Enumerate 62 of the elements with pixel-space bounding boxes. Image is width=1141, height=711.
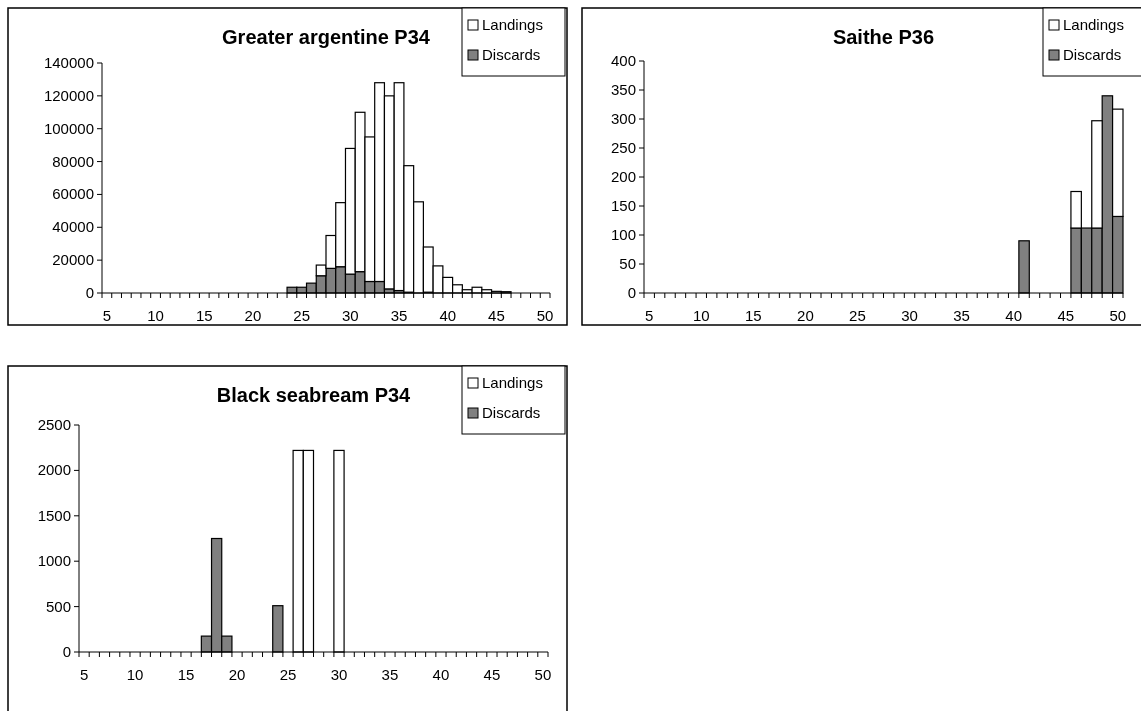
y-tick-label: 2500	[37, 416, 71, 433]
y-tick-label: 200	[610, 168, 636, 185]
y-tick-label: 250	[610, 139, 636, 156]
x-tick-label: 30	[330, 666, 348, 683]
x-tick-label: 15	[177, 666, 195, 683]
y-tick-label: 80000	[52, 152, 94, 170]
x-tick-label: 5	[102, 307, 112, 324]
x-tick-label: 20	[797, 307, 814, 324]
x-tick-label: 45	[1057, 307, 1075, 324]
x-tick-label: 50	[1109, 307, 1127, 324]
y-tick-label: 0	[85, 284, 94, 301]
legend-label: Discards	[482, 404, 541, 421]
y-tick-label: 100000	[43, 119, 94, 137]
y-tick-label: 50	[619, 255, 636, 272]
x-tick-label: 40	[432, 666, 450, 683]
y-tick-label: 0	[627, 284, 636, 301]
legend-label: Landings	[1063, 16, 1124, 33]
x-tick-label: 20	[228, 666, 246, 683]
legend-label: Landings	[482, 16, 543, 33]
y-tick-label: 1500	[37, 506, 71, 524]
x-tick-label: 5	[79, 666, 89, 683]
y-tick-label: 1000	[37, 552, 71, 570]
x-tick-label: 45	[488, 307, 505, 324]
x-tick-label: 40	[439, 307, 457, 324]
x-tick-label: 20	[244, 307, 262, 324]
chart-title: Greater argentine P34	[222, 26, 431, 48]
x-tick-label: 25	[293, 307, 310, 324]
y-tick-label: 100	[610, 226, 636, 243]
x-tick-label: 40	[1005, 307, 1023, 324]
x-tick-label: 35	[390, 307, 408, 324]
y-tick-label: 400	[610, 52, 636, 69]
x-tick-label: 10	[126, 666, 144, 683]
y-tick-label: 60000	[52, 185, 94, 203]
x-tick-label: 15	[744, 307, 762, 324]
chart-title: Saithe P36	[832, 26, 935, 48]
x-tick-label: 35	[381, 666, 399, 683]
y-tick-label: 20000	[52, 251, 94, 269]
x-tick-label: 30	[901, 307, 918, 324]
chart-title: Black seabream P34	[216, 384, 412, 406]
y-tick-label: 350	[610, 81, 636, 98]
y-tick-label: 150	[610, 197, 636, 214]
x-tick-label: 10	[692, 307, 710, 324]
y-tick-label: 140000	[43, 54, 94, 71]
y-tick-label: 120000	[43, 86, 94, 104]
legend-label: Discards	[482, 46, 541, 63]
x-tick-label: 5	[645, 307, 654, 324]
y-tick-label: 40000	[52, 218, 94, 236]
x-tick-label: 50	[534, 666, 552, 683]
y-tick-label: 2000	[37, 461, 71, 479]
legend-label: Landings	[482, 374, 543, 391]
x-tick-label: 10	[147, 307, 164, 324]
y-tick-label: 300	[610, 110, 636, 127]
x-tick-label: 35	[953, 307, 970, 324]
x-tick-label: 45	[483, 666, 501, 683]
x-tick-label: 15	[195, 307, 213, 324]
x-tick-label: 25	[849, 307, 866, 324]
x-tick-label: 30	[342, 307, 359, 324]
x-tick-label: 50	[536, 307, 554, 324]
y-tick-label: 500	[45, 597, 71, 615]
x-tick-label: 25	[279, 666, 297, 683]
legend-label: Discards	[1063, 46, 1122, 63]
y-tick-label: 0	[62, 643, 71, 660]
